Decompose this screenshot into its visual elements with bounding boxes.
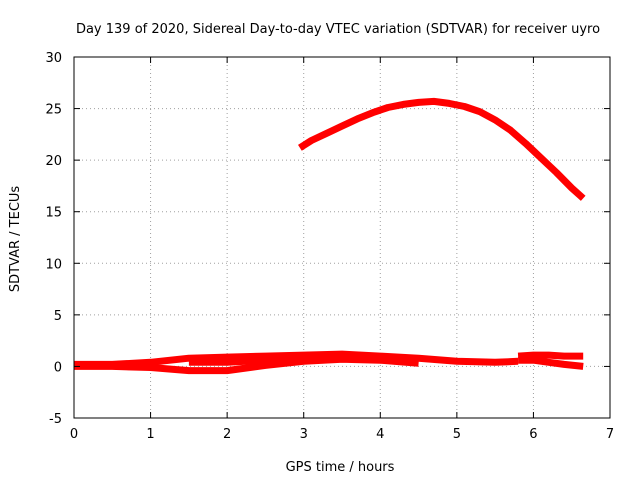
- grid-lines: [74, 57, 610, 418]
- x-tick-label: 0: [70, 427, 78, 442]
- y-tick-label: 5: [54, 309, 62, 324]
- y-axis-ticks: -5 0 5 10 15 20 25 30: [45, 51, 610, 427]
- series-line-6: [518, 356, 584, 370]
- x-tick-label: 7: [606, 427, 614, 442]
- series-line-1: [298, 97, 586, 201]
- y-tick-label: -5: [49, 412, 62, 427]
- y-axis-label: SDTVAR / TECUs: [8, 186, 23, 293]
- x-axis-ticks: 0 1 2 3 4 5 6 7: [70, 57, 614, 442]
- y-tick-label: 20: [45, 154, 62, 169]
- y-tick-label: 0: [54, 360, 62, 375]
- plot-frame: [73, 56, 611, 419]
- chart-title: Day 139 of 2020, Sidereal Day-to-day VTE…: [76, 22, 600, 37]
- series-line-4: [188, 352, 381, 366]
- x-tick-label: 6: [529, 427, 537, 442]
- x-tick-label: 4: [376, 427, 384, 442]
- x-tick-label: 2: [223, 427, 231, 442]
- data-series: [74, 97, 586, 375]
- x-axis-label: GPS time / hours: [286, 460, 395, 475]
- series-line-5: [517, 351, 584, 360]
- y-tick-label: 30: [45, 51, 62, 66]
- x-tick-label: 5: [453, 427, 461, 442]
- x-tick-label: 1: [146, 427, 154, 442]
- y-tick-label: 10: [45, 257, 62, 272]
- x-tick-label: 3: [300, 427, 308, 442]
- y-tick-label: 15: [45, 206, 62, 221]
- y-tick-label: 25: [45, 103, 62, 118]
